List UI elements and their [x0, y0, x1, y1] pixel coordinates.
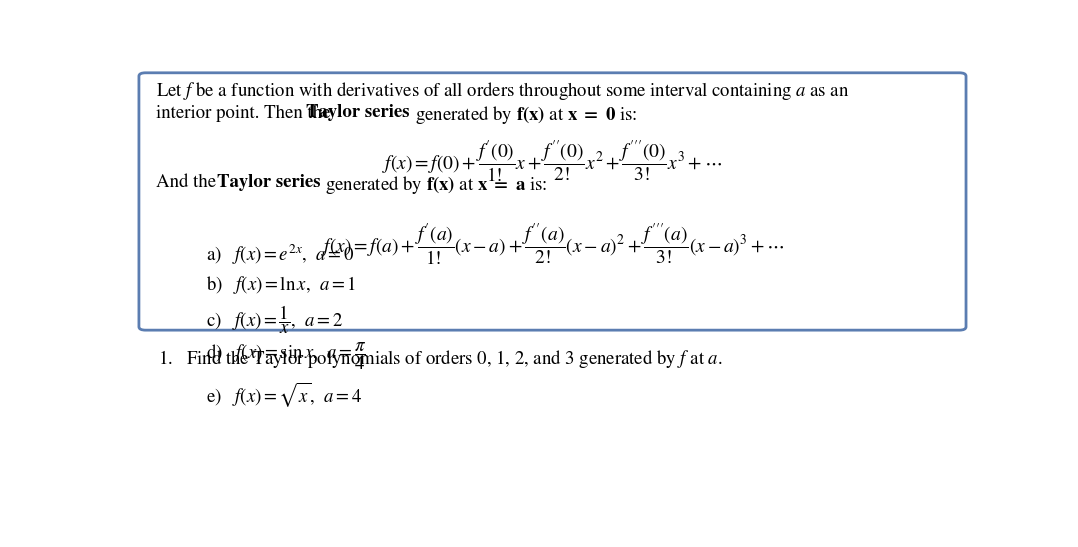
Text: Taylor series: Taylor series — [306, 104, 410, 121]
Text: generated by $\mathbf{f(x)}$ at $\mathbf{x}$ $\mathbf{=}$ $\mathbf{a}$ is:: generated by $\mathbf{f(x)}$ at $\mathbf… — [326, 174, 548, 196]
Text: $f(x) = f(0) + \dfrac{f'(0)}{1!}x + \dfrac{f''(0)}{2!}x^2 + \dfrac{f'''(0)}{3!}x: $f(x) = f(0) + \dfrac{f'(0)}{1!}x + \dfr… — [383, 139, 722, 185]
Text: e)   $f(x) = \sqrt{x}$,  $a = 4$: e) $f(x) = \sqrt{x}$, $a = 4$ — [206, 380, 362, 409]
Text: interior point. Then the: interior point. Then the — [155, 104, 335, 121]
Text: d)   $f(x) = \sin x$,  $a = \dfrac{\pi}{4}$: d) $f(x) = \sin x$, $a = \dfrac{\pi}{4}$ — [206, 340, 365, 372]
Text: b)   $f(x) = \ln x$,  $a = 1$: b) $f(x) = \ln x$, $a = 1$ — [206, 274, 356, 296]
FancyBboxPatch shape — [139, 73, 966, 330]
Text: $f(x) = f(a) + \dfrac{f'(a)}{1!}(x-a) + \dfrac{f''(a)}{2!}(x-a)^2 + \dfrac{f'''(: $f(x) = f(a) + \dfrac{f'(a)}{1!}(x-a) + … — [321, 222, 784, 268]
Text: 1.   Find the Taylor polynomials of orders 0, 1, 2, and 3 generated by $f$ at $a: 1. Find the Taylor polynomials of orders… — [158, 348, 723, 370]
Text: generated by $\mathbf{f(x)}$ at $\mathbf{x}$ $\mathbf{=}$ $\mathbf{0}$ is:: generated by $\mathbf{f(x)}$ at $\mathbf… — [415, 104, 637, 126]
Text: c)   $f(x) = \dfrac{1}{x}$,  $a = 2$: c) $f(x) = \dfrac{1}{x}$, $a = 2$ — [206, 304, 343, 336]
Text: And the: And the — [155, 174, 221, 191]
Text: Taylor series: Taylor series — [217, 174, 320, 191]
Text: Let $f$ be a function with derivatives of all orders throughout some interval co: Let $f$ be a function with derivatives o… — [155, 80, 849, 102]
Text: a)   $f(x) = e^{2x}$,  $a = 0$: a) $f(x) = e^{2x}$, $a = 0$ — [206, 242, 355, 267]
